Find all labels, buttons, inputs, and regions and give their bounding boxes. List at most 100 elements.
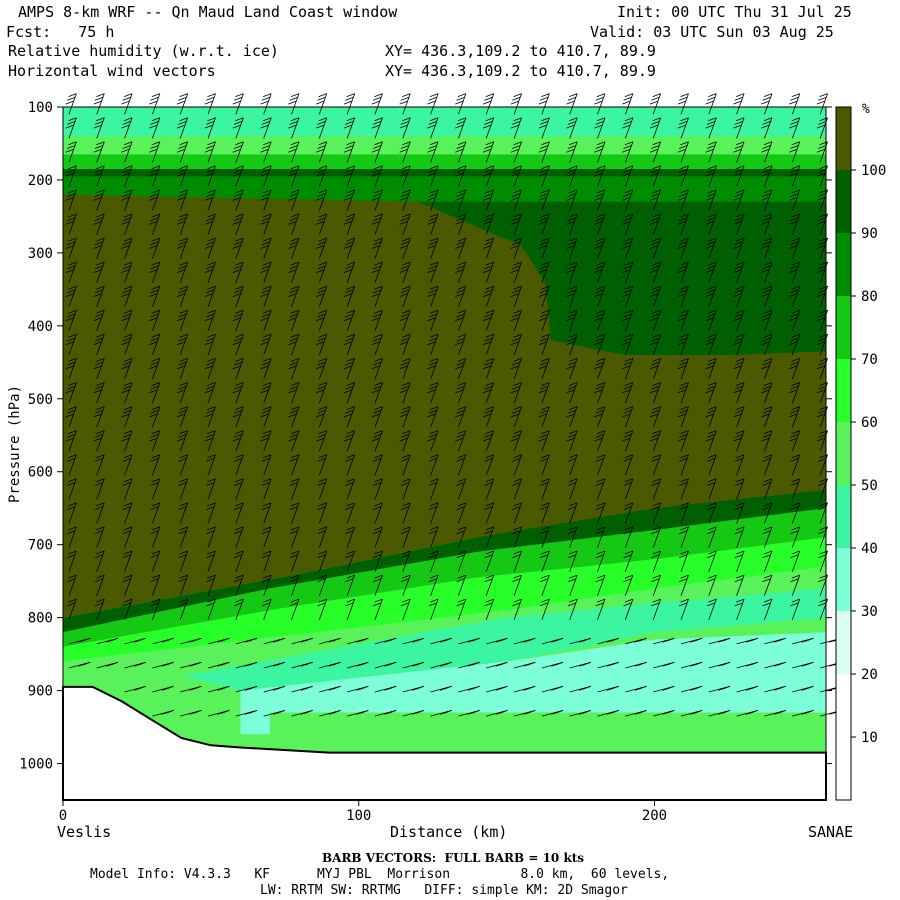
wind-barb-feather (122, 241, 131, 246)
wind-barb-feather (482, 413, 492, 418)
wind-barb-feather (178, 337, 187, 342)
wind-barb-shaft (124, 550, 133, 572)
wind-barb-feather (400, 385, 410, 390)
wind-barb-feather (623, 121, 632, 125)
wind-barb-feather (235, 478, 244, 483)
wind-barb-feather (622, 221, 631, 225)
wind-barb-feather (343, 245, 353, 249)
colorbar-swatch (836, 737, 851, 800)
wind-barb-feather (93, 100, 102, 105)
wind-barb-feather (315, 221, 325, 225)
wind-barb-feather (677, 148, 686, 153)
wind-barb-feather (594, 245, 603, 249)
wind-barb-feather (428, 361, 437, 366)
wind-barb-feather (402, 574, 411, 579)
wind-barb-feather (541, 574, 550, 579)
wind-barb-feather (288, 437, 297, 442)
wind-barb-shaft (207, 93, 216, 115)
wind-barb-shaft (485, 310, 495, 332)
wind-barb-feather (622, 100, 631, 105)
wind-barb-shaft (402, 478, 411, 500)
wind-barb-shaft (458, 117, 467, 139)
wind-barb-feather (541, 285, 550, 290)
wind-barb-feather (178, 506, 187, 510)
wind-barb-feather (151, 382, 161, 386)
wind-barb-shaft (624, 165, 634, 187)
wind-barb-shaft (263, 550, 272, 572)
wind-barb-shaft (680, 550, 689, 572)
wind-barb-feather (539, 409, 549, 414)
wind-barb-shaft (430, 334, 439, 356)
wind-barb-feather (790, 121, 799, 125)
wind-barb-feather (207, 454, 216, 459)
wind-barb-feather (652, 598, 661, 603)
wind-barb-shaft (569, 550, 578, 572)
wind-barb-feather (150, 506, 159, 510)
wind-barb-feather (705, 413, 714, 418)
wind-barb-feather (706, 217, 716, 222)
wind-barb-shaft (68, 310, 77, 332)
wind-barb-shaft (736, 526, 745, 548)
wind-barb-feather (596, 93, 606, 97)
wind-barb-shaft (791, 358, 801, 380)
wind-barb-feather (624, 141, 634, 146)
wind-barb-shaft (96, 213, 105, 235)
wind-barb-feather (484, 409, 493, 414)
wind-barb-shaft (569, 478, 578, 500)
wind-barb-feather (261, 96, 270, 101)
wind-barb-feather (761, 269, 770, 273)
wind-barb-feather (816, 100, 826, 105)
wind-barb-shaft (124, 454, 133, 476)
wind-barb-feather (761, 413, 770, 418)
wind-barb-feather (179, 333, 188, 338)
wind-barb-shaft (179, 358, 189, 380)
wind-barb-feather (66, 554, 76, 559)
wind-barb-shaft (152, 382, 161, 404)
wind-barb-feather (178, 602, 187, 607)
wind-barb-shaft (318, 237, 328, 259)
wind-barb-feather (763, 550, 773, 555)
wind-barb-shaft (374, 261, 383, 283)
wind-barb-feather (371, 221, 380, 225)
wind-barb-shaft (96, 382, 105, 404)
wind-barb-feather (206, 337, 215, 342)
wind-barb-shaft (263, 141, 272, 163)
wind-barb-feather (345, 241, 354, 246)
wind-barb-feather (429, 526, 439, 531)
wind-barb-feather (217, 687, 226, 691)
wind-barb-feather (232, 389, 241, 394)
wind-barb-feather (457, 406, 467, 410)
wind-barb-feather (651, 169, 660, 173)
wind-barb-shaft (541, 502, 550, 524)
y-tick-label: 300 (28, 246, 53, 262)
wind-barb-shaft (374, 406, 383, 428)
wind-barb-feather (484, 458, 493, 462)
wind-barb-shaft (374, 550, 383, 572)
wind-barb-feather (372, 313, 382, 318)
wind-barb-feather (539, 121, 549, 125)
wind-barb-shaft (318, 117, 328, 139)
wind-barb-feather (206, 482, 215, 486)
wind-barb-shaft (207, 213, 216, 235)
wind-barb-feather (456, 241, 465, 246)
wind-barb-feather (735, 598, 745, 603)
wind-barb-feather (66, 409, 76, 414)
wind-barb-feather (816, 317, 826, 322)
wind-barb-feather (372, 337, 382, 342)
wind-barb-feather (288, 148, 297, 153)
wind-barb-feather (677, 269, 686, 273)
wind-barb-feather (790, 193, 799, 197)
wind-barb-shaft (263, 574, 272, 596)
wind-barb-feather (207, 165, 216, 170)
wind-barb-feather (206, 289, 215, 294)
colorbar-label: 60 (861, 415, 878, 431)
wind-barb-feather (345, 506, 354, 510)
wind-barb-feather (428, 482, 437, 486)
wind-barb-feather (94, 361, 104, 366)
wind-barb-feather (189, 662, 198, 667)
wind-barb-feather (595, 217, 604, 222)
wind-barb-feather (65, 197, 74, 201)
field-name-wind: Horizontal wind vectors (8, 62, 216, 80)
wind-barb-feather (123, 93, 133, 97)
wind-barb-feather (482, 317, 492, 322)
